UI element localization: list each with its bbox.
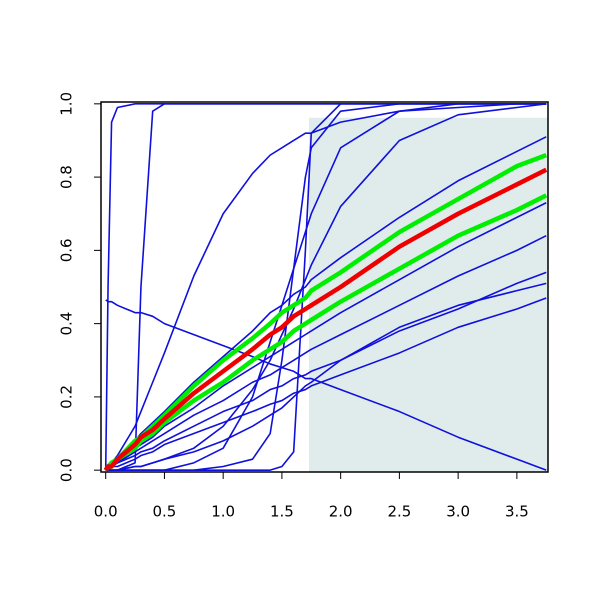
series-line bbox=[105, 103, 547, 471]
series-line bbox=[105, 271, 547, 471]
x-tick-label: 0.5 bbox=[153, 503, 177, 521]
series-line bbox=[103, 167, 548, 472]
y-tick-label: 0.2 bbox=[58, 385, 76, 409]
y-tick-label: 1.0 bbox=[58, 92, 76, 116]
series-line bbox=[105, 234, 547, 471]
series-line bbox=[105, 297, 547, 471]
y-tick-label: 0.0 bbox=[58, 458, 76, 482]
series-line bbox=[105, 299, 547, 471]
y-tick-label: 0.4 bbox=[58, 312, 76, 336]
axes: 0.0 0.5 1.0 1.5 2.0 2.5 3.0 3.5 0.0 0.2 0.4 0.6 0.8 1… bbox=[58, 92, 549, 521]
x-tick-label: 1.5 bbox=[270, 503, 294, 521]
y-tick-label: 0.8 bbox=[58, 165, 76, 189]
x-tick-label: 3.5 bbox=[505, 503, 529, 521]
plot-area bbox=[103, 103, 548, 472]
plot-frame bbox=[100, 101, 549, 473]
y-tick-label: 0.6 bbox=[58, 238, 76, 262]
x-tick-label: 3.0 bbox=[446, 503, 470, 521]
x-tick-label: 2.0 bbox=[329, 503, 353, 521]
x-tick-label: 2.5 bbox=[387, 503, 411, 521]
series-line bbox=[105, 103, 547, 471]
series-line bbox=[105, 282, 547, 471]
x-tick-label: 1.0 bbox=[211, 503, 235, 521]
x-tick-label: 0.0 bbox=[94, 503, 118, 521]
